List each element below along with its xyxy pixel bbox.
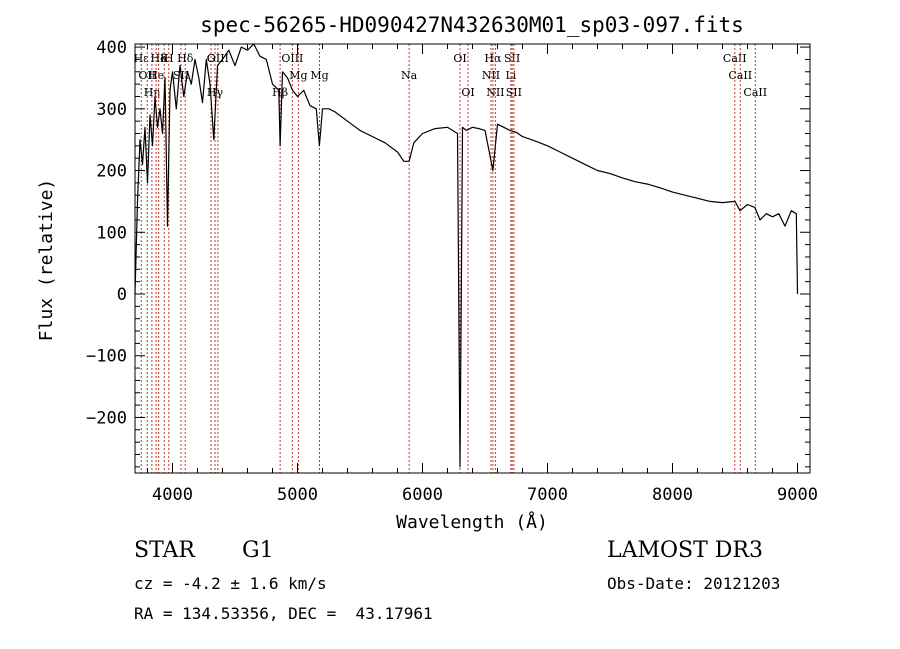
x-tick-label: 9000 [777, 485, 818, 505]
line-marker-label: CaII [723, 52, 747, 65]
y-tick-label: 400 [96, 38, 127, 58]
line-marker-label: OI [461, 86, 474, 99]
y-tick-label: 200 [96, 162, 127, 182]
plot-frame [134, 43, 811, 474]
x-tick-label: 8000 [652, 485, 693, 505]
line-marker-label: SII [504, 52, 520, 65]
line-marker-label: Hβ [272, 86, 288, 99]
survey-name: LAMOST DR3 [607, 538, 763, 563]
line-marker-label: Hδ [151, 52, 168, 65]
x-tick-label: 7000 [527, 485, 568, 505]
line-marker-label: NII [486, 86, 504, 99]
spectrum-line [134, 43, 799, 468]
x-axis: 4000 5000 6000 7000 8000 9000 [147, 44, 818, 505]
observation-date: Obs-Date: 20121203 [607, 574, 781, 593]
y-axis-label: Flux (relative) [36, 179, 57, 342]
line-marker-label: Hδ [177, 52, 194, 65]
y-tick-label: 100 [96, 223, 127, 243]
line-marker-label: OI [453, 52, 466, 65]
line-marker-label: Hγ [207, 86, 224, 99]
object-class: STAR [134, 538, 195, 563]
line-marker-label: OIII [207, 52, 229, 65]
line-marker-label: H [164, 52, 174, 65]
y-tick-label: 300 [96, 100, 127, 120]
line-marker-label: SII [506, 86, 522, 99]
y-axis: −200 −100 0 100 200 300 400 [86, 38, 810, 468]
line-marker-label: CaII [728, 69, 752, 82]
line-marker-label: Mg [310, 69, 328, 82]
x-tick-label: 4000 [152, 485, 193, 505]
line-marker-label: He [148, 69, 164, 82]
line-marker-label: Li [505, 69, 516, 82]
line-marker-label: NII [482, 69, 500, 82]
object-subclass: G1 [242, 538, 274, 563]
x-axis-label: Wavelength (Å) [396, 511, 548, 533]
spectrum [134, 43, 799, 468]
line-marker-label: Hε [134, 52, 150, 65]
y-tick-label: −200 [86, 408, 127, 428]
line-marker-label: K [160, 52, 169, 65]
x-tick-label: 6000 [402, 485, 443, 505]
line-marker-label: CaII [743, 86, 767, 99]
line-marker-label: OIII [281, 52, 303, 65]
chart-title: spec-56265-HD090427N432630M01_sp03-097.f… [200, 13, 744, 37]
coordinates: RA = 134.53356, DEC = 43.17961 [134, 604, 433, 623]
line-marker-label: Na [401, 69, 418, 82]
redshift-velocity: cz = -4.2 ± 1.6 km/s [134, 574, 327, 593]
line-marker-label: Mg [289, 69, 307, 82]
line-marker-label: Hα [484, 52, 502, 65]
x-tick-label: 5000 [277, 485, 318, 505]
y-tick-label: −100 [86, 347, 127, 367]
line-marker-label: G [207, 52, 216, 65]
line-marker-label: Hη [144, 86, 160, 99]
y-tick-label: 0 [117, 285, 127, 305]
